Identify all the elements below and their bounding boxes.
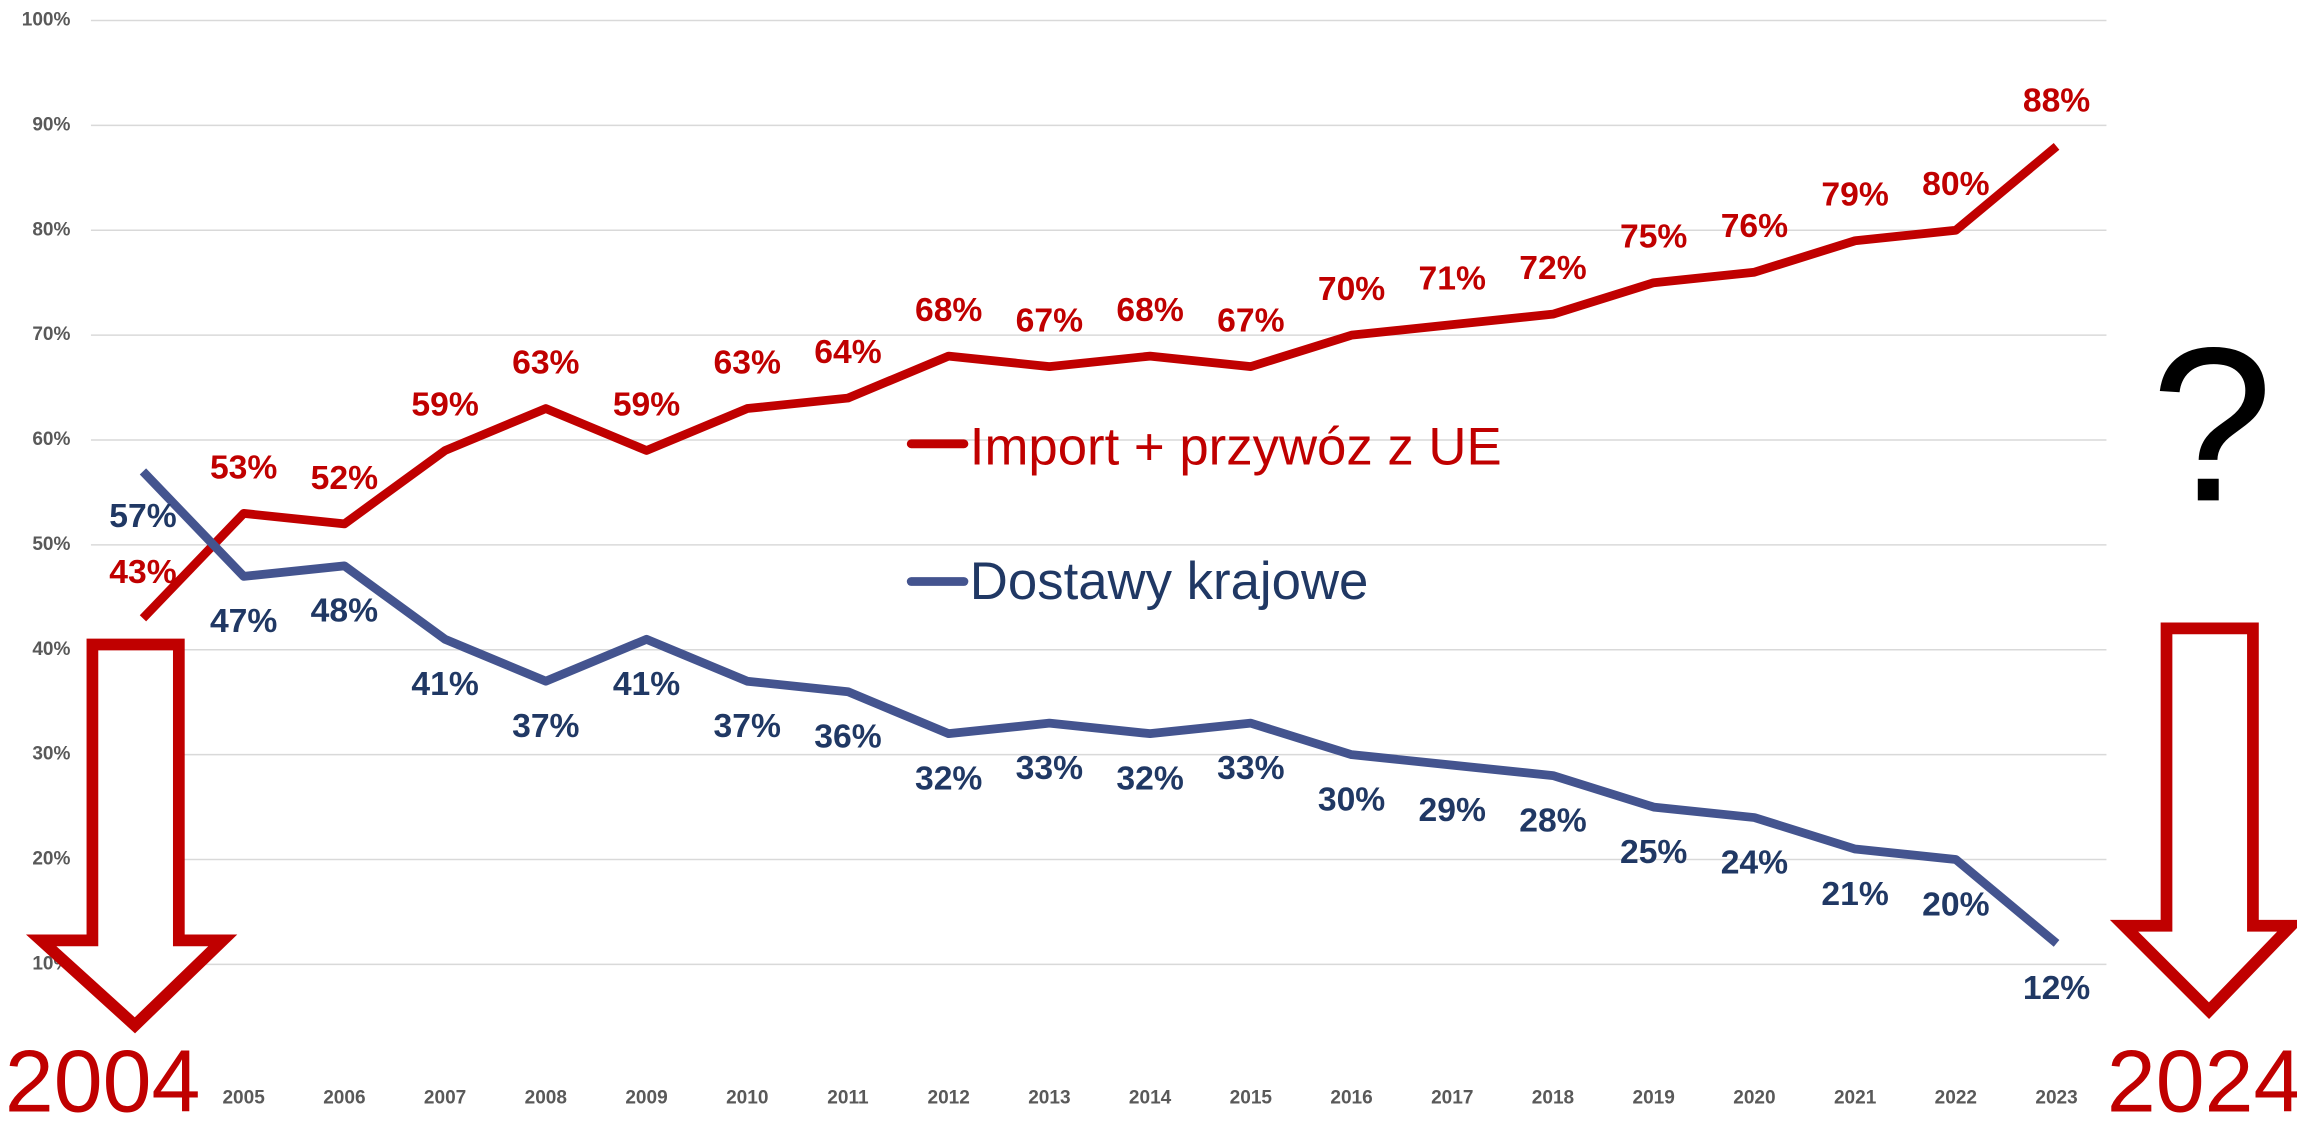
y-tick-label: 20%: [32, 849, 70, 870]
data-label: 71%: [1419, 261, 1486, 298]
data-label: 59%: [411, 386, 478, 423]
legend-label: Dostawy krajowe: [969, 550, 1369, 611]
data-label: 41%: [411, 666, 478, 703]
y-tick-label: 100%: [22, 10, 71, 31]
data-label: 30%: [1318, 781, 1385, 818]
data-label: 67%: [1217, 303, 1284, 340]
x-tick-label: 2020: [1733, 1088, 1775, 1109]
data-label: 37%: [512, 708, 579, 745]
data-label: 28%: [1519, 802, 1586, 839]
data-label: 43%: [109, 554, 176, 591]
line: [139, 468, 2060, 947]
data-label: 70%: [1318, 271, 1385, 308]
data-label: 32%: [1116, 760, 1183, 797]
data-label: 63%: [512, 344, 579, 381]
data-label: 36%: [814, 718, 881, 755]
data-label: 59%: [613, 386, 680, 423]
data-label: 20%: [1922, 886, 1989, 923]
down-arrow: [2109, 622, 2297, 1020]
data-label: 68%: [1116, 292, 1183, 329]
data-label: 64%: [814, 334, 881, 371]
data-label: 32%: [915, 760, 982, 797]
data-label: 21%: [1821, 876, 1888, 913]
data-label: 48%: [311, 593, 378, 630]
annotation: 2004: [5, 1032, 201, 1122]
data-label: 68%: [915, 292, 982, 329]
x-tick-label: 2013: [1028, 1088, 1070, 1109]
data-label: 29%: [1419, 792, 1486, 829]
x-tick-label: 2014: [1129, 1088, 1172, 1109]
x-tick-label: 2015: [1230, 1088, 1273, 1109]
data-label: 80%: [1922, 166, 1989, 203]
data-label: 24%: [1721, 844, 1788, 881]
y-tick-label: 30%: [32, 744, 70, 765]
data-label: 12%: [2023, 970, 2090, 1007]
data-label: 52%: [311, 460, 378, 497]
x-tick-label: 2009: [625, 1088, 667, 1109]
x-tick-label: 2019: [1633, 1088, 1675, 1109]
plot: 43% 53% 52% 59% 63% 59% 63% 64% 68% 67% 68% 67% 70% 7…: [109, 82, 2090, 1007]
x-tick-label: 2016: [1330, 1088, 1372, 1109]
data-label: 76%: [1721, 208, 1788, 245]
grid: 10%20%30%40%50%60%70%80%90%100%2005 2006 2…: [22, 10, 2107, 1109]
x-tick-label: 2011: [827, 1088, 869, 1109]
y-tick-label: 80%: [32, 219, 70, 240]
data-label: 72%: [1519, 250, 1586, 287]
x-tick-label: 2023: [2035, 1088, 2077, 1109]
x-tick-label: 2018: [1532, 1088, 1574, 1109]
data-label: 63%: [714, 344, 781, 381]
y-tick-label: 60%: [32, 429, 70, 450]
down-arrow: [25, 638, 238, 1034]
x-tick-label: 2021: [1834, 1088, 1877, 1109]
x-tick-label: 2010: [726, 1088, 768, 1109]
data-label: 25%: [1620, 834, 1687, 871]
data-label: 53%: [210, 449, 277, 486]
x-tick-label: 2022: [1935, 1088, 1977, 1109]
data-label: 37%: [714, 708, 781, 745]
data-label: 67%: [1016, 303, 1083, 340]
data-label: 75%: [1620, 219, 1687, 256]
legend-label: Import + przywóz z UE: [969, 415, 1502, 477]
data-label: 47%: [210, 603, 277, 640]
x-tick-label: 2008: [525, 1088, 567, 1109]
x-tick-label: 2005: [222, 1088, 265, 1109]
data-label: 33%: [1217, 750, 1284, 787]
legend-entry: Dostawy krajowe: [969, 550, 1369, 611]
x-tick-label: 2017: [1431, 1088, 1473, 1109]
line: [139, 142, 2060, 622]
y-tick-label: 70%: [32, 324, 70, 345]
y-tick-label: 90%: [32, 114, 70, 135]
data-label: 41%: [613, 666, 680, 703]
annotation: ?: [2151, 301, 2273, 547]
data-label: 88%: [2023, 82, 2090, 119]
data-label: 57%: [109, 498, 176, 535]
x-tick-label: 2007: [424, 1088, 466, 1109]
annotation: 2024: [2107, 1032, 2297, 1122]
y-tick-label: 50%: [32, 534, 70, 555]
data-label: 79%: [1821, 177, 1888, 214]
y-tick-label: 40%: [32, 639, 70, 660]
legend-entry: Import + przywóz z UE: [969, 415, 1502, 477]
x-tick-label: 2006: [323, 1088, 365, 1109]
x-tick-label: 2012: [928, 1088, 970, 1109]
data-label: 33%: [1016, 750, 1083, 787]
